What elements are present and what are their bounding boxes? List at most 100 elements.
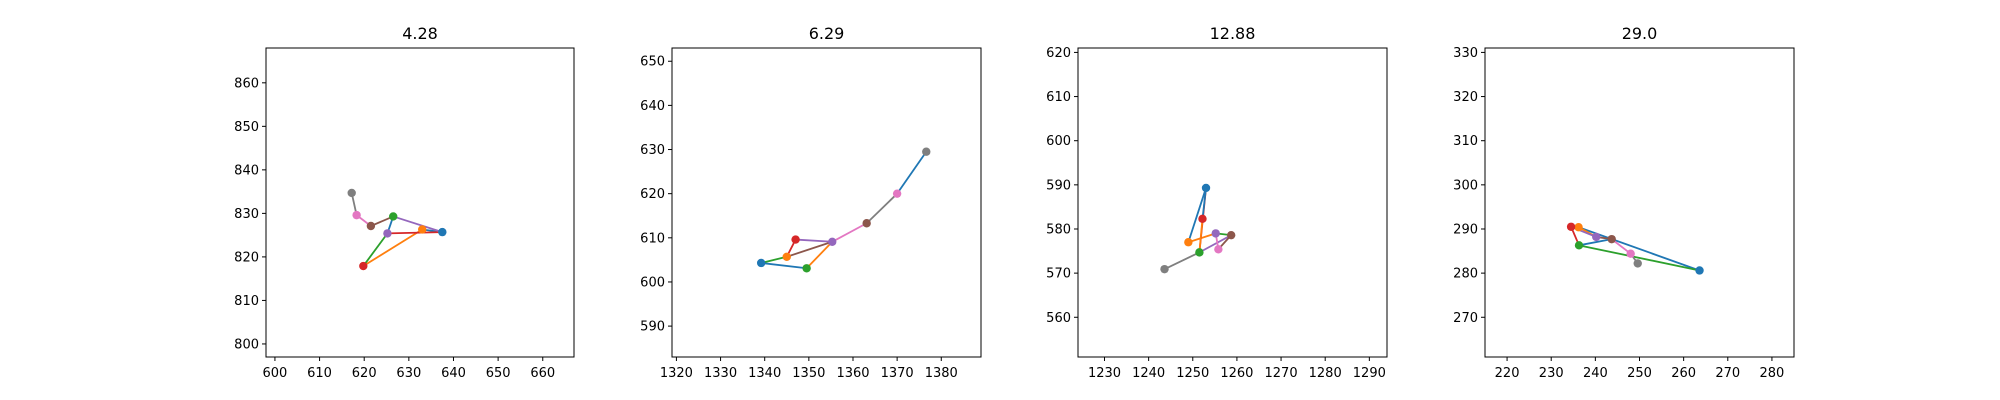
- data-point: [1574, 241, 1584, 250]
- data-point: [1201, 183, 1211, 193]
- line-segment: [866, 193, 898, 224]
- line-segment: [362, 232, 389, 267]
- y-tick-label: 820: [234, 250, 259, 265]
- data-point: [389, 212, 398, 221]
- x-tick-label: 230: [1539, 366, 1564, 381]
- data-point: [347, 188, 356, 198]
- data-point: [1226, 230, 1236, 240]
- x-tick-label: 1330: [704, 366, 737, 381]
- axes-frame: [265, 47, 575, 358]
- y-tick-label: 270: [1453, 311, 1478, 326]
- y-tick-label: 640: [640, 99, 665, 114]
- x-tick-label: 620: [352, 366, 377, 381]
- x-tick-label: 630: [396, 366, 421, 381]
- data-point: [1198, 214, 1207, 224]
- x-tick-label: 1370: [881, 366, 914, 381]
- x-tick-label: 1250: [1176, 366, 1209, 381]
- x-tick-label: 1280: [1309, 366, 1342, 381]
- x-tick-label: 1340: [748, 366, 781, 381]
- y-tick-label: 830: [234, 207, 259, 222]
- y-tick-label: 600: [1046, 134, 1071, 149]
- data-point: [922, 147, 931, 156]
- y-tick-label: 800: [234, 337, 259, 352]
- data-point: [1695, 266, 1704, 275]
- x-tick-label: 1350: [792, 366, 825, 381]
- data-point: [862, 219, 871, 228]
- line-segment: [1198, 234, 1232, 254]
- x-tick-label: 270: [1715, 366, 1740, 381]
- data-point: [756, 258, 766, 268]
- axes-frame: [1484, 47, 1795, 358]
- subplot-title: 4.28: [402, 24, 438, 43]
- line-segment: [805, 241, 833, 269]
- line-segment: [786, 240, 833, 258]
- data-point: [352, 210, 361, 220]
- x-tick-label: 260: [1671, 366, 1696, 381]
- line-segment: [761, 262, 807, 270]
- data-point: [1195, 248, 1204, 257]
- line-segment: [387, 231, 443, 235]
- data-point: [1626, 249, 1635, 258]
- x-tick-label: 600: [263, 366, 288, 381]
- x-tick-label: 1260: [1220, 366, 1253, 381]
- x-tick-label: 250: [1627, 366, 1652, 381]
- line-segment: [1198, 218, 1204, 253]
- y-tick-label: 850: [234, 120, 259, 135]
- subplot-title: 6.29: [809, 24, 845, 43]
- y-tick-label: 280: [1453, 267, 1478, 282]
- y-tick-label: 620: [1046, 46, 1071, 61]
- line-segment: [760, 255, 787, 264]
- data-point: [1574, 223, 1583, 232]
- data-point: [1633, 259, 1642, 268]
- x-tick-label: 1240: [1132, 366, 1165, 381]
- y-tick-label: 650: [640, 55, 665, 70]
- line-segment: [362, 228, 423, 267]
- y-tick-label: 810: [234, 294, 259, 309]
- x-tick-label: 1230: [1088, 366, 1121, 381]
- subplot-1: 4.28 600 610 620 630 640 650 660 800 810 820 830 840…: [234, 24, 575, 381]
- data-point: [1607, 234, 1616, 244]
- x-tick-label: 610: [307, 366, 332, 381]
- line-segment: [1164, 251, 1200, 270]
- data-point: [1211, 229, 1220, 238]
- subplot-title: 29.0: [1622, 24, 1658, 43]
- y-tick-label: 580: [1046, 222, 1071, 237]
- line-segment: [1578, 238, 1612, 247]
- line-segment: [896, 151, 928, 195]
- y-tick-label: 320: [1453, 90, 1478, 105]
- x-tick-label: 1270: [1265, 366, 1298, 381]
- y-tick-label: 610: [1046, 90, 1071, 105]
- y-tick-label: 300: [1453, 178, 1478, 193]
- data-point: [418, 225, 427, 234]
- y-tick-label: 590: [1046, 178, 1071, 193]
- data-point: [366, 221, 376, 231]
- x-tick-label: 280: [1760, 366, 1785, 381]
- data-point: [1592, 232, 1601, 242]
- x-tick-label: 1290: [1353, 366, 1386, 381]
- x-tick-label: 640: [441, 366, 466, 381]
- y-tick-label: 570: [1046, 267, 1071, 282]
- data-point: [1566, 222, 1576, 231]
- data-point: [791, 235, 800, 244]
- data-point: [828, 237, 837, 246]
- data-point: [1160, 264, 1169, 274]
- y-tick-label: 630: [640, 143, 665, 158]
- data-point: [1184, 238, 1193, 247]
- line-segment: [392, 215, 443, 233]
- y-tick-label: 840: [234, 163, 259, 178]
- y-tick-label: 560: [1046, 311, 1071, 326]
- line-segment: [1188, 232, 1217, 244]
- data-point: [782, 252, 791, 261]
- data-point: [359, 261, 368, 271]
- x-tick-label: 1320: [660, 366, 693, 381]
- axes-frame: [1077, 47, 1388, 358]
- x-tick-label: 220: [1495, 366, 1520, 381]
- data-point: [802, 264, 811, 273]
- line-segment: [1578, 244, 1700, 272]
- y-tick-label: 310: [1453, 134, 1478, 149]
- axes-frame: [671, 47, 982, 358]
- x-tick-label: 660: [530, 366, 555, 381]
- data-point: [1214, 245, 1223, 254]
- subplot-2: 6.29 1320 1330 1340 1350 1360 1370 1380 590 600 61…: [640, 24, 982, 381]
